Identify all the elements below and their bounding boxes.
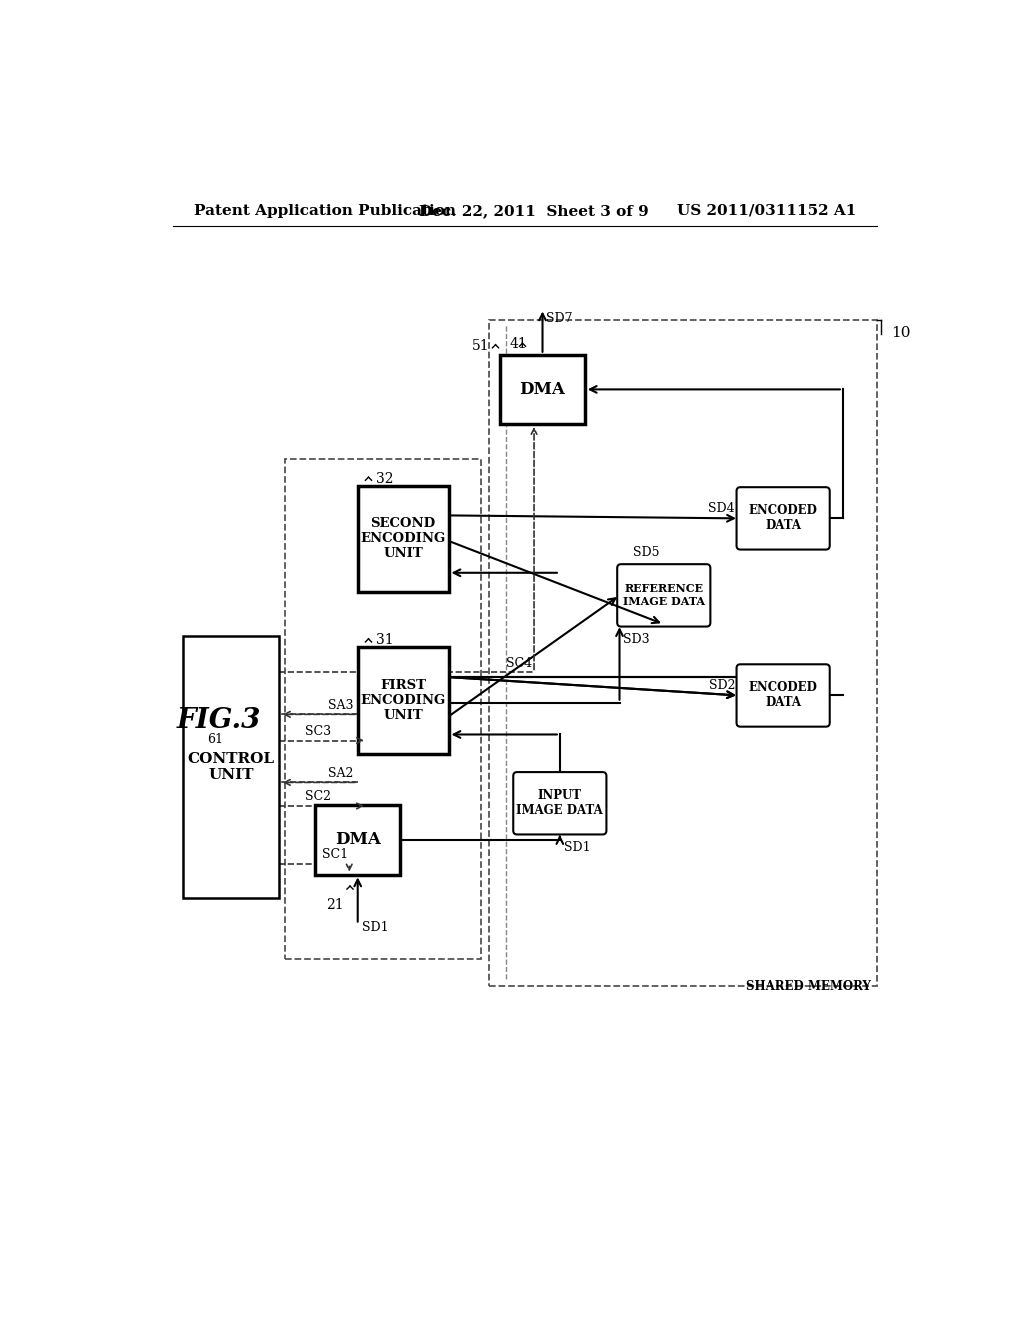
Text: SC4: SC4 (507, 657, 532, 669)
Text: 10: 10 (891, 326, 910, 341)
Text: SECOND
ENCODING
UNIT: SECOND ENCODING UNIT (360, 517, 445, 560)
Text: US 2011/0311152 A1: US 2011/0311152 A1 (677, 203, 857, 218)
Text: SC2: SC2 (305, 791, 332, 804)
Text: SD1: SD1 (563, 841, 590, 854)
FancyBboxPatch shape (513, 772, 606, 834)
Text: SD2: SD2 (709, 678, 735, 692)
Bar (357, 647, 449, 754)
Text: ENCODED
DATA: ENCODED DATA (749, 681, 817, 709)
Text: FIG.3: FIG.3 (177, 708, 261, 734)
Text: INPUT
IMAGE DATA: INPUT IMAGE DATA (516, 789, 603, 817)
FancyBboxPatch shape (736, 487, 829, 549)
Text: DMA: DMA (335, 832, 381, 849)
Text: SA2: SA2 (329, 767, 354, 780)
Bar (357, 486, 449, 591)
Text: CONTROL
UNIT: CONTROL UNIT (187, 751, 274, 781)
FancyBboxPatch shape (617, 564, 711, 627)
Text: SHARED MEMORY: SHARED MEMORY (746, 979, 871, 993)
Text: Patent Application Publication: Patent Application Publication (194, 203, 456, 218)
Bar (183, 636, 280, 898)
Text: SC1: SC1 (322, 847, 348, 861)
Text: ENCODED
DATA: ENCODED DATA (749, 504, 817, 532)
Text: SD5: SD5 (634, 545, 659, 558)
Bar (500, 355, 585, 424)
Text: 41: 41 (509, 337, 527, 351)
Text: SD1: SD1 (361, 921, 388, 933)
Text: SD4: SD4 (709, 502, 735, 515)
Text: SA3: SA3 (329, 698, 354, 711)
Text: REFERENCE
IMAGE DATA: REFERENCE IMAGE DATA (623, 583, 705, 607)
FancyBboxPatch shape (736, 664, 829, 726)
Text: SD3: SD3 (624, 634, 650, 647)
Bar (285, 459, 481, 960)
Text: 51: 51 (472, 339, 489, 354)
Text: 32: 32 (376, 471, 393, 486)
Text: DMA: DMA (519, 381, 565, 397)
Text: 21: 21 (327, 898, 344, 912)
Bar (488, 321, 878, 986)
Text: 61: 61 (208, 733, 223, 746)
Text: SC3: SC3 (305, 725, 332, 738)
Text: 31: 31 (376, 634, 394, 648)
Text: SD7: SD7 (547, 313, 572, 326)
Bar (315, 805, 400, 875)
Text: Dec. 22, 2011  Sheet 3 of 9: Dec. 22, 2011 Sheet 3 of 9 (419, 203, 649, 218)
Text: FIRST
ENCODING
UNIT: FIRST ENCODING UNIT (360, 678, 445, 722)
